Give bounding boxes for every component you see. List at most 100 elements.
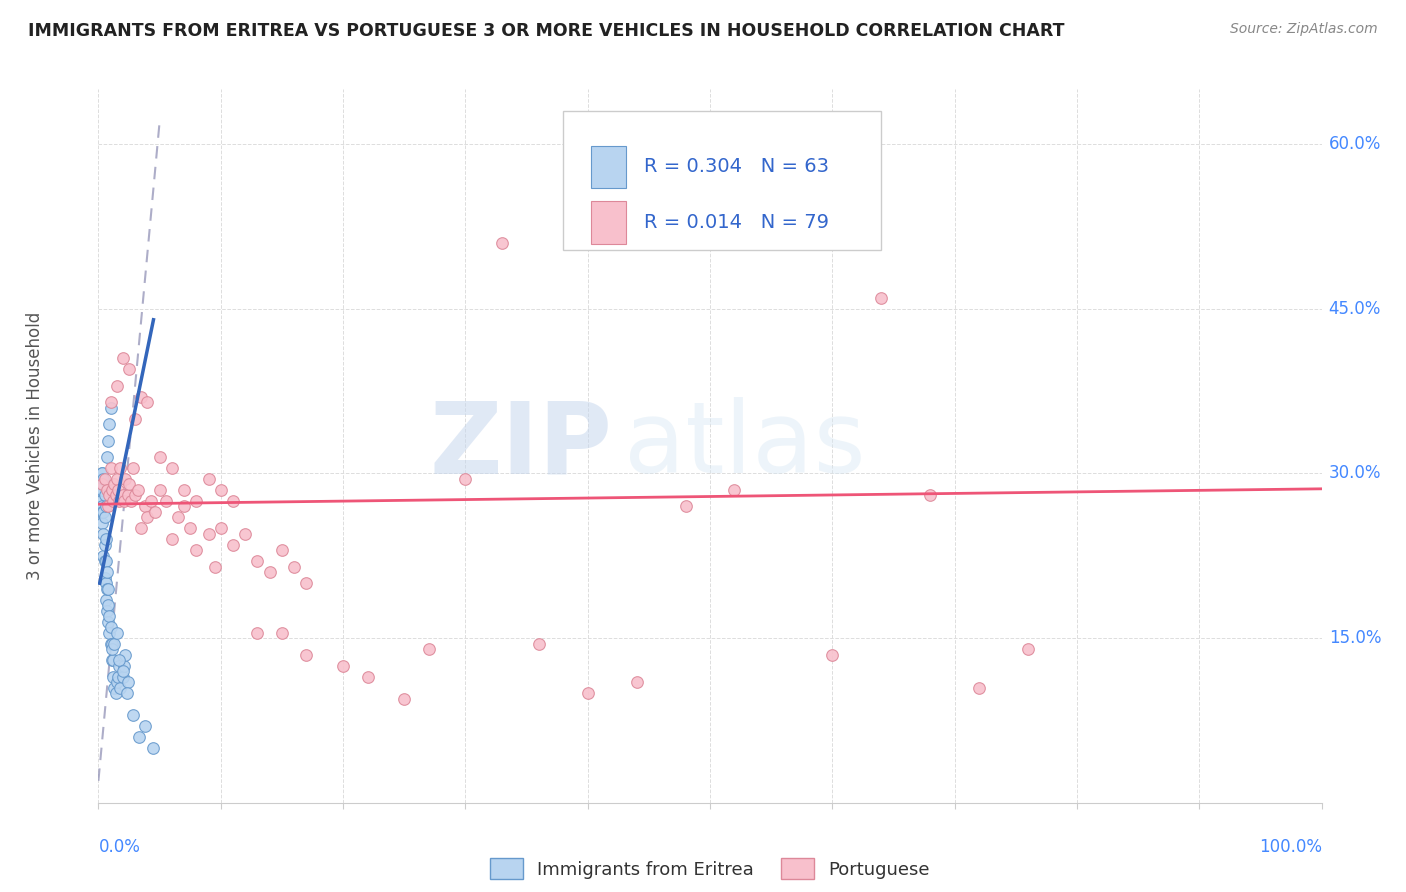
Point [114, 472, 136, 486]
Point [91, 467, 114, 481]
Point [96, 566, 118, 580]
Point [967, 681, 990, 695]
Point [97, 500, 120, 514]
Text: 60.0%: 60.0% [1329, 135, 1381, 153]
Point [356, 669, 378, 683]
Point [96, 582, 118, 596]
Point [105, 625, 128, 640]
Point [108, 494, 131, 508]
Point [155, 494, 177, 508]
Point [94, 576, 117, 591]
Point [149, 483, 172, 497]
Text: IMMIGRANTS FROM ERITREA VS PORTUGUESE 3 OR MORE VEHICLES IN HOUSEHOLD CORRELATIO: IMMIGRANTS FROM ERITREA VS PORTUGUESE 3 … [28, 22, 1064, 40]
Point [149, 450, 172, 464]
Point [98, 417, 121, 431]
Text: ZIP: ZIP [429, 398, 612, 494]
Text: 45.0%: 45.0% [1329, 300, 1381, 318]
Point [91, 505, 114, 519]
Point [101, 483, 124, 497]
Point [120, 494, 142, 508]
Point [105, 378, 128, 392]
Text: R = 0.014   N = 79: R = 0.014 N = 79 [644, 213, 830, 232]
Point [142, 740, 165, 755]
Point [93, 488, 115, 502]
Point [283, 559, 305, 574]
Point [108, 653, 131, 667]
Point [93, 472, 115, 486]
Point [772, 219, 794, 234]
Point [920, 488, 942, 502]
Point [160, 533, 183, 547]
Point [527, 637, 550, 651]
Point [97, 434, 120, 448]
Point [134, 719, 156, 733]
Point [167, 510, 190, 524]
Point [105, 472, 128, 486]
Point [160, 461, 183, 475]
Point [100, 395, 122, 409]
Point [91, 549, 114, 563]
Point [91, 500, 114, 514]
Text: 15.0%: 15.0% [1329, 629, 1381, 647]
Point [332, 658, 354, 673]
Point [97, 598, 120, 612]
Point [197, 472, 219, 486]
Point [124, 411, 146, 425]
Point [91, 483, 114, 497]
Point [98, 625, 121, 640]
FancyBboxPatch shape [564, 111, 882, 250]
Bar [592, 145, 626, 188]
Point [129, 521, 152, 535]
Point [89, 483, 111, 497]
Point [114, 648, 136, 662]
Point [104, 488, 127, 502]
Point [103, 681, 125, 695]
Point [101, 494, 124, 508]
Point [91, 526, 114, 541]
Point [90, 494, 112, 508]
Point [100, 401, 122, 415]
Point [870, 291, 893, 305]
Point [1017, 642, 1039, 657]
Point [197, 526, 219, 541]
Point [111, 351, 134, 366]
Point [491, 235, 513, 250]
Point [204, 559, 226, 574]
Point [270, 625, 294, 640]
Point [118, 362, 141, 376]
Point [270, 543, 294, 558]
Point [111, 488, 134, 502]
Point [186, 494, 208, 508]
Point [97, 615, 120, 629]
Point [136, 395, 159, 409]
Text: 0.0%: 0.0% [98, 838, 141, 856]
Point [222, 494, 245, 508]
Point [454, 472, 477, 486]
Point [186, 543, 208, 558]
Point [121, 708, 143, 723]
Point [134, 500, 156, 514]
Text: R = 0.304   N = 63: R = 0.304 N = 63 [644, 158, 830, 177]
Point [259, 566, 281, 580]
Point [101, 642, 124, 657]
Point [101, 653, 124, 667]
Point [105, 675, 128, 690]
Point [121, 461, 143, 475]
Point [101, 637, 124, 651]
Point [94, 554, 117, 568]
Point [117, 488, 139, 502]
Point [96, 483, 118, 497]
Point [209, 483, 232, 497]
Point [97, 582, 120, 596]
Point [136, 510, 159, 524]
Point [173, 483, 195, 497]
Point [91, 516, 114, 530]
Point [96, 604, 118, 618]
Point [100, 620, 122, 634]
Point [93, 510, 115, 524]
Point [103, 477, 125, 491]
Point [91, 472, 114, 486]
Point [179, 521, 201, 535]
Point [626, 675, 648, 690]
Point [233, 526, 256, 541]
